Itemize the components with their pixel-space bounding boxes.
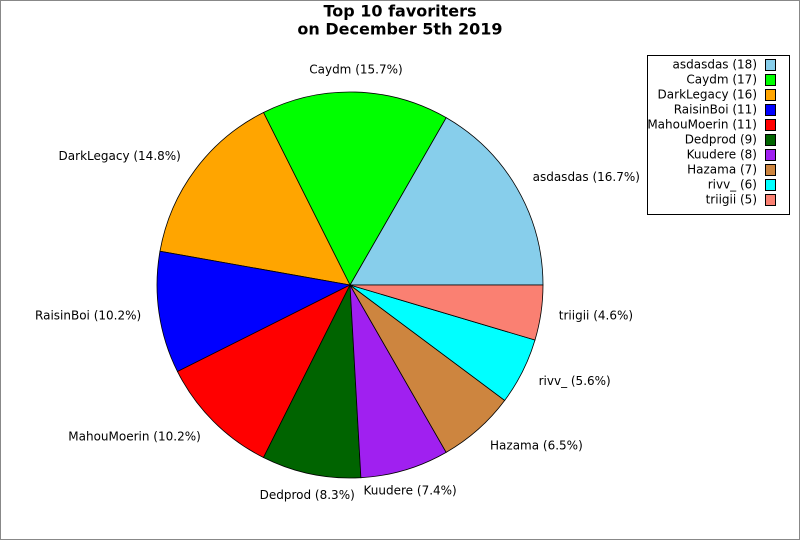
pie-slice xyxy=(349,284,544,341)
legend-label: Kuudere (8) xyxy=(687,148,757,162)
legend-swatch xyxy=(765,59,776,71)
slice-label: Caydm (15.7%) xyxy=(309,63,402,77)
pie-slice xyxy=(159,111,351,286)
slice-label: MahouMoerin (10.2%) xyxy=(68,430,201,444)
legend-label: Hazama (7) xyxy=(687,163,757,177)
legend-swatch xyxy=(765,119,776,131)
slice-label: triigii (4.6%) xyxy=(559,308,633,322)
slice-label: Dedprod (8.3%) xyxy=(260,488,355,502)
pie-slice xyxy=(176,284,351,459)
slice-label: RaisinBoi (10.2%) xyxy=(35,308,141,322)
legend-label: Caydm (17) xyxy=(686,73,757,87)
legend-swatch xyxy=(765,74,776,86)
pie-slice xyxy=(156,250,352,373)
legend-label: asdasdas (18) xyxy=(673,58,758,72)
slice-label: rivv_ (5.6%) xyxy=(539,374,611,388)
legend-swatch xyxy=(765,134,776,146)
pie-slice xyxy=(349,117,544,286)
legend-swatch xyxy=(765,179,776,191)
slice-label: DarkLegacy (14.8%) xyxy=(59,149,181,163)
legend-label: rivv_ (6) xyxy=(708,178,757,192)
chart-subtitle: on December 5th 2019 xyxy=(297,20,502,39)
legend-swatch xyxy=(765,89,776,101)
pie-slice xyxy=(262,283,362,479)
legend-swatch xyxy=(765,149,776,161)
legend-label: Dedprod (9) xyxy=(685,133,757,147)
slice-label: Hazama (6.5%) xyxy=(490,438,583,452)
legend-label: MahouMoerin (11) xyxy=(647,118,757,132)
legend-label: DarkLegacy (16) xyxy=(658,88,757,102)
legend-swatch xyxy=(765,104,776,116)
slice-label: Kuudere (7.4%) xyxy=(364,484,457,498)
legend-swatch xyxy=(765,194,776,206)
legend-label: triigii (5) xyxy=(706,193,757,207)
legend-label: RaisinBoi (11) xyxy=(674,103,757,117)
chart-title: Top 10 favoriters xyxy=(323,2,476,21)
slice-label: asdasdas (16.7%) xyxy=(533,170,640,184)
legend-swatch xyxy=(765,164,776,176)
pie-slice xyxy=(262,91,447,286)
